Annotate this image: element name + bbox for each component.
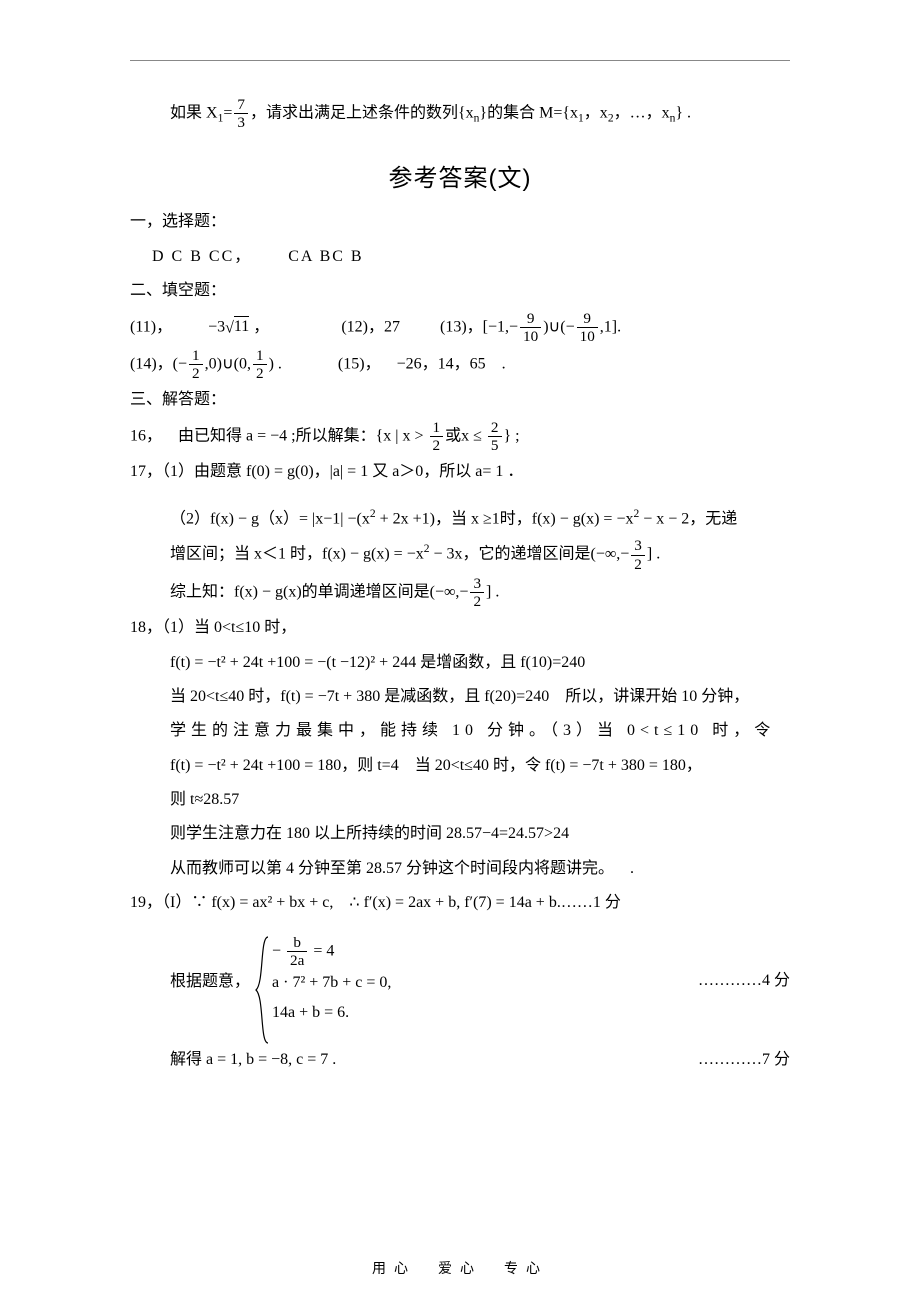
page-top-rule	[130, 60, 790, 61]
q14-d2: 2	[253, 365, 267, 381]
q17-f4: 32	[470, 576, 484, 609]
q19-brace-block: − b2a = 4 a · 7² + 7b + c = 0, 14a + b =…	[254, 935, 391, 1029]
tp-frac: 73	[234, 97, 248, 130]
q13-n2: 9	[577, 311, 598, 328]
q17-p4n: 3	[470, 576, 484, 593]
sec2-row2: (14)，(−12,0)∪(0,12) . (15)， −26，14，65 .	[130, 348, 790, 381]
sec1-heading: 一，选择题：	[130, 207, 790, 237]
tp-close: } .	[675, 104, 691, 121]
q11-pre: −3	[208, 318, 225, 335]
q11-sqrt: 11	[234, 316, 249, 335]
q17-p3pre: 增区间；当 x＜1 时，f(x) − g(x) = −x	[170, 546, 424, 563]
q18-l4: 学生的注意力最集中，能持续 10 分钟。（3）当 0<t≤10 时，令	[130, 716, 790, 746]
sec2-heading: 二、填空题：	[130, 276, 790, 306]
q19-leadin: 根据题意，	[170, 972, 250, 989]
q17-p4pre: 综上知：f(x) − g(x)的单调递增区间是(−∞,−	[170, 583, 468, 600]
tp-list1: ，x	[584, 104, 608, 121]
q17-p3: 增区间；当 x＜1 时，f(x) − g(x) = −x 2 − 3x，它的递增区…	[130, 538, 790, 571]
q19-eq2: a · 7² + 7b + c = 0,	[272, 968, 391, 998]
q13-f1: 910	[520, 311, 541, 344]
q18-l6: 则 t≈28.57	[130, 785, 790, 815]
q13-f2: 910	[577, 311, 598, 344]
q17-p2mid: + 2x +1)，当 x ≥1时，f(x) − g(x) = −x	[376, 510, 634, 527]
sec3-heading: 三、解答题：	[130, 385, 790, 415]
tp-eq: =	[223, 104, 232, 121]
tp-frac-den: 3	[234, 114, 248, 130]
q19-eq1-post: = 4	[309, 942, 334, 959]
q17-f3: 32	[631, 538, 645, 571]
q19-eq1: − b2a = 4	[272, 935, 391, 968]
q12: (12)，27	[341, 318, 400, 335]
top-problem-line: 如果 X1=73，请求出满足上述条件的数列{xn}的集合 M={x1，x2，…，…	[130, 97, 790, 130]
q16-pre: 16， 由已知得 a = −4 ;所以解集：{x | x >	[130, 427, 428, 444]
q16-f1: 12	[430, 420, 444, 453]
tp-dots: ，…，x	[614, 104, 670, 121]
sec1-answers: D C B CC， CA BC B	[130, 242, 790, 272]
answers-title: 参考答案(文)	[130, 158, 790, 193]
q13-d1: 10	[520, 328, 541, 344]
q19-end-line: 解得 a = 1, b = −8, c = 7 . …………7 分	[130, 1045, 790, 1075]
q18-l2: f(t) = −t² + 24t +100 = −(t −12)² + 244 …	[130, 648, 790, 678]
q16-f2d: 5	[488, 437, 502, 453]
q17-p1: 17，（1）由题意 f(0) = g(0)，|a| = 1 又 a＞0，所以 a…	[130, 457, 790, 487]
q19-end: 解得 a = 1, b = −8, c = 7 .	[170, 1045, 336, 1075]
q19-system: 根据题意， − b2a = 4 a · 7² + 7b + c = 0, 14a…	[130, 935, 790, 1029]
q14-pre: (14)，(−	[130, 355, 187, 372]
q14-n1: 1	[189, 348, 203, 365]
q17-p4post: ] .	[486, 583, 499, 600]
q16-mid: 或x ≤	[445, 427, 486, 444]
q19-eq3: 14a + b = 6.	[272, 998, 391, 1028]
q11-label: (11)，	[130, 318, 172, 335]
q19-dots1: …………4 分	[698, 966, 790, 996]
q13-pre: (13)，[−1,−	[440, 318, 518, 335]
q17-p4d: 2	[470, 593, 484, 609]
q17-p3d: 2	[631, 556, 645, 572]
q18-l5: f(t) = −t² + 24t +100 = 180，则 t=4 当 20<t…	[130, 751, 790, 781]
q19-eq1-num: b	[287, 935, 307, 952]
q17-p3n: 3	[631, 538, 645, 555]
q14-post: ) .	[269, 355, 282, 372]
tp-lead: 如果 X	[170, 104, 218, 121]
q14-f2: 12	[253, 348, 267, 381]
tp-mid: ，请求出满足上述条件的数列{x	[250, 104, 474, 121]
q16-f1d: 2	[430, 437, 444, 453]
q14-d1: 2	[189, 365, 203, 381]
q17-p2post: − x − 2，无递	[639, 510, 737, 527]
q16-f2: 25	[488, 420, 502, 453]
q16-line: 16， 由已知得 a = −4 ;所以解集：{x | x > 12或x ≤ 25…	[130, 420, 790, 453]
left-brace-icon	[254, 935, 272, 1045]
q17-p3post: ] .	[647, 546, 660, 563]
q15: (15)， −26，14，65 .	[338, 355, 506, 372]
q19-l1: 19，（I）∵ f(x) = ax² + bx + c, ∴ f′(x) = 2…	[130, 888, 790, 918]
q13-post: ,1].	[600, 318, 621, 335]
q18-l7: 则学生注意力在 180 以上所持续的时间 28.57−4=24.57>24	[130, 819, 790, 849]
q19-eq1-den: 2a	[287, 952, 307, 968]
q18-l1: 18，（1）当 0<t≤10 时，	[130, 613, 790, 643]
q13-d2: 10	[577, 328, 598, 344]
q17-p2pre: （2）f(x) − g（x）= |x−1| −(x	[170, 510, 370, 527]
q13-mid: )∪(−	[543, 318, 574, 335]
page-footer: 用心 爱心 专心	[0, 1258, 920, 1278]
q16-f1n: 1	[430, 420, 444, 437]
q16-post: } ;	[504, 427, 520, 444]
q16-f2n: 2	[488, 420, 502, 437]
q19-eq1-frac: b2a	[287, 935, 307, 968]
q14-mid: ,0)∪(0,	[205, 355, 251, 372]
sec2-row1: (11)， −3√11 ， (12)，27 (13)，[−1,−910)∪(−9…	[130, 311, 790, 344]
q14-f1: 12	[189, 348, 203, 381]
q18-l3: 当 20<t≤40 时，f(t) = −7t + 380 是减函数，且 f(20…	[130, 682, 790, 712]
tp-mid2: }的集合 M={x	[479, 104, 578, 121]
q14-n2: 1	[253, 348, 267, 365]
q17-p4: 综上知：f(x) − g(x)的单调递增区间是(−∞,−32] .	[130, 576, 790, 609]
q13-n1: 9	[520, 311, 541, 328]
q17-p3mid: − 3x，它的递增区间是(−∞,−	[429, 546, 629, 563]
q18-l8: 从而教师可以第 4 分钟至第 28.57 分钟这个时间段内将题讲完。 .	[130, 854, 790, 884]
q11-comma: ，	[249, 318, 269, 335]
q17-p2: （2）f(x) − g（x）= |x−1| −(x2 + 2x +1)，当 x …	[130, 504, 790, 535]
q19-dots2: …………7 分	[698, 1045, 790, 1075]
tp-frac-num: 7	[234, 97, 248, 114]
q19-eq1-pre: −	[272, 942, 285, 959]
